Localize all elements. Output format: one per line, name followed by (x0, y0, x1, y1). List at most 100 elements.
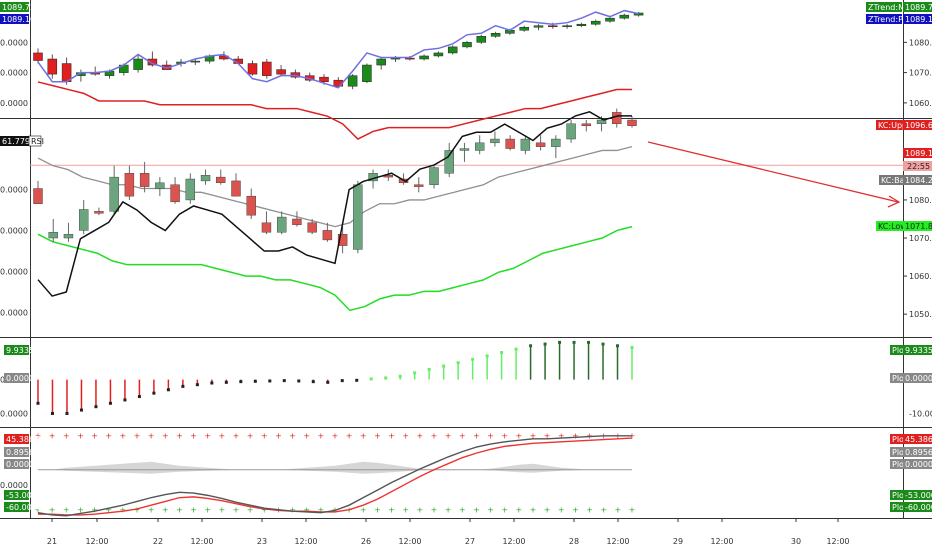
rsi-tick-label: 20.0000 (0, 308, 28, 317)
osc-top-marker: + (530, 431, 537, 440)
badge-ztrend-plot-value: 1089.1000 (905, 15, 932, 24)
osc-bottom-marker: + (417, 506, 424, 515)
osc-zero-plot: Plot (892, 460, 907, 469)
osc-bottom-marker: + (190, 506, 197, 515)
osc-bottom-marker: + (247, 506, 254, 515)
kc-tick-label: 1070.0000 (909, 234, 932, 243)
histogram-cap (311, 380, 315, 384)
ztrend-tick-label-right: 1070.0000 (909, 69, 932, 78)
ha-candle-body (419, 55, 429, 60)
kc-basis-badge-bg (879, 175, 903, 185)
kc-candle-body (170, 184, 180, 203)
kc-tick-label: 1080.0000 (909, 196, 932, 205)
kc-candle-body (627, 119, 637, 126)
osc-bottom-marker: + (162, 506, 169, 515)
histogram-cap (79, 408, 83, 412)
price-badge-bg (903, 148, 932, 158)
histogram-cap (485, 354, 489, 358)
osc-bottom-marker: + (374, 506, 381, 515)
osc-bottom-marker: + (91, 506, 98, 515)
kc-candle-body (520, 138, 531, 151)
ha-candle-body (319, 76, 329, 82)
osc-top-marker: + (346, 431, 353, 440)
kc-candle-body (276, 216, 287, 233)
trend-arrow-line (647, 141, 899, 203)
hist-top-badge-left: 9.9335 (6, 346, 34, 355)
osc-top-marker: + (360, 431, 367, 440)
osc-bottom-marker: + (176, 506, 183, 515)
osc-bottom-marker: + (600, 506, 607, 515)
kc-lower-badge: KC:Lower (878, 222, 916, 231)
osc-bottom-marker: + (360, 506, 367, 515)
osc-top-marker: + (473, 431, 480, 440)
osc-top-marker: + (247, 431, 254, 440)
osc-bot1-plot: Plot (892, 491, 907, 500)
osc-top-marker: + (402, 431, 409, 440)
kc-candle-body (94, 211, 104, 214)
kc-tick-label: 1050.0000 (909, 310, 932, 319)
histogram-cap (529, 344, 533, 348)
osc-mid-badge-left-bg (4, 447, 29, 457)
ztrend-tick-label-right: 1080.0000 (909, 38, 932, 47)
x-tick-label: 23 (257, 537, 267, 546)
hist-zero-plot-badge: Plot (892, 374, 907, 383)
osc-bottom-marker: + (473, 506, 480, 515)
ha-candle-body (548, 25, 558, 27)
osc-bottom-marker: + (402, 506, 409, 515)
histogram-cap (166, 388, 170, 392)
osc-zero-plot-bg (890, 459, 903, 469)
x-tick-label: 28 (569, 537, 579, 546)
osc-bottom-marker: + (134, 506, 141, 515)
osc-top-marker: + (190, 431, 197, 440)
osc-bot2-plot: Plot (892, 503, 907, 512)
ha-candle-body (605, 17, 615, 22)
hist-top-badge-left-bg (4, 345, 29, 355)
kc-basis-value-badge-bg (903, 175, 932, 185)
kc-candle-body (322, 230, 333, 241)
kc-candle-body (124, 173, 135, 197)
osc-bottom-marker: + (77, 506, 84, 515)
histogram-cap (297, 379, 301, 383)
hist-zero-plot-badge-bg (890, 373, 903, 383)
histogram-cap (587, 340, 591, 344)
ha-candle-body (476, 36, 487, 43)
kc-candle-body (551, 138, 561, 147)
histogram-cap (195, 383, 199, 387)
osc-bottom-marker: + (318, 506, 325, 515)
ha-candle-body (347, 75, 358, 87)
kc-candle-body (459, 148, 470, 151)
x-tick-label: 29 (673, 537, 683, 546)
osc-bottom-marker: + (530, 506, 537, 515)
osc-bottom-marker: + (544, 506, 551, 515)
histogram-cap (65, 411, 69, 415)
ztrend-tick-label-left: 1060.0000 (0, 99, 28, 108)
histogram-cap (413, 371, 417, 375)
histogram-cap (427, 367, 431, 371)
osc-bottom-marker: + (459, 506, 466, 515)
ha-candle-body (290, 72, 301, 78)
x-tick-label: 12:00 (85, 537, 108, 546)
histogram-cap (108, 401, 112, 405)
kc-candle-body (155, 182, 165, 189)
kc-lower-value-badge: 1071.82 (905, 222, 932, 231)
osc-bottom-marker: + (586, 506, 593, 515)
kc-candle-body (353, 184, 363, 250)
ha-candle-body (590, 20, 601, 25)
x-tick-label: 27 (465, 537, 475, 546)
kc-candle-body (216, 176, 226, 184)
badge-ztrend-plot: ZTrend:Plot (868, 15, 913, 24)
hist-zero-badge-left-bg (4, 373, 29, 383)
osc-top-marker: + (35, 431, 42, 440)
ztrend-tick-label-left: 1080.0000 (0, 38, 28, 47)
osc-bottom-marker: + (615, 506, 622, 515)
histogram-cap (340, 379, 344, 383)
left-ztrend-top-bg (0, 2, 29, 12)
ha-candle-body (47, 58, 58, 75)
osc-zero-badge-right-bg (903, 459, 932, 469)
kc-candle-body (581, 123, 592, 126)
osc-top-marker: + (219, 431, 226, 440)
ha-candle-body (533, 25, 544, 28)
